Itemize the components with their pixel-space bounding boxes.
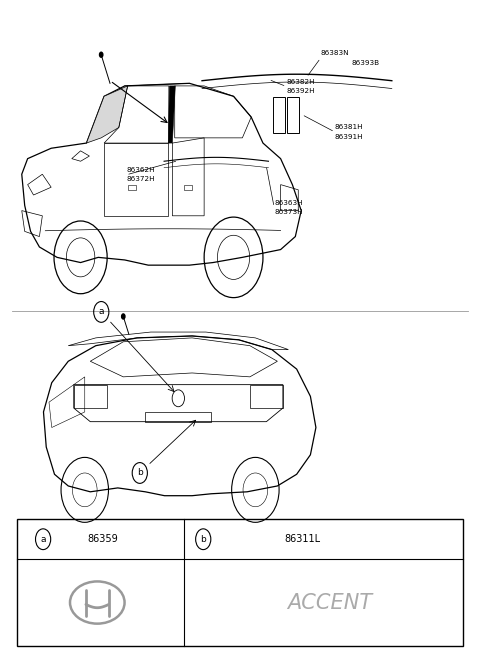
Bar (288, 97, 300, 133)
Polygon shape (168, 86, 175, 143)
Text: 86391H: 86391H (335, 134, 363, 140)
Text: 86373H: 86373H (274, 209, 303, 215)
Bar (273, 97, 285, 133)
Text: b: b (200, 534, 206, 544)
Text: 86381H: 86381H (335, 124, 363, 130)
Text: 86311L: 86311L (285, 534, 321, 544)
Circle shape (121, 313, 126, 320)
Text: 86393B: 86393B (351, 60, 380, 66)
Bar (17, 519, 463, 646)
Text: 86372H: 86372H (126, 176, 155, 183)
Text: ACCENT: ACCENT (287, 593, 372, 612)
Text: a: a (98, 307, 104, 316)
Text: 86392H: 86392H (287, 88, 315, 94)
Circle shape (99, 52, 104, 58)
Polygon shape (86, 86, 128, 143)
Text: 86362H: 86362H (126, 167, 155, 174)
Text: 86363H: 86363H (274, 200, 303, 206)
Text: a: a (40, 534, 46, 544)
Text: b: b (137, 468, 143, 477)
Text: 86359: 86359 (87, 534, 118, 544)
Text: 86382H: 86382H (287, 79, 315, 85)
Text: 86383N: 86383N (321, 50, 349, 56)
